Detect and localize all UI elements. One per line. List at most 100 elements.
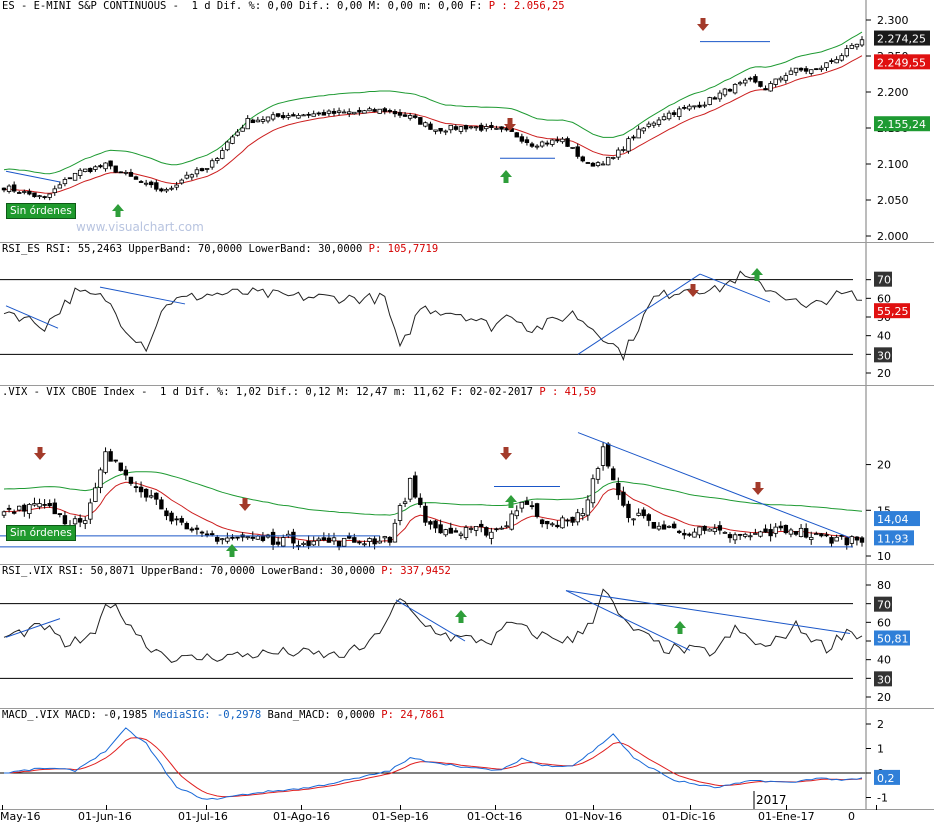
vix-candle-body: [194, 527, 200, 530]
rsi-es-trendline: [577, 273, 701, 355]
es-candle-body: [854, 43, 860, 48]
vix-candle-body: [52, 502, 57, 515]
vix-candle-body: [595, 468, 601, 480]
macd-last-badge-bg: [874, 769, 900, 785]
rsi-vix-upper-badge-bg: [874, 596, 892, 612]
vix-candle-body: [235, 536, 240, 539]
es-candle-body: [682, 107, 687, 109]
vix-candle-body: [164, 510, 169, 517]
vix-candle-body: [727, 534, 733, 539]
vix-candle-body: [783, 524, 789, 534]
vix-candle-body: [321, 537, 327, 541]
es-candle-body: [77, 169, 83, 176]
es-price-plot[interactable]: 2.3002.2502.2002.1502.1002.0502.0002.274…: [0, 0, 934, 242]
vix-candle-body: [829, 537, 834, 544]
vix-candle-body: [529, 505, 535, 508]
vix-price-pane[interactable]: 20 15 10 14,04 11,93 .VIX - VIX CBOE Index -…: [0, 386, 934, 565]
macd-pane[interactable]: 210-10,2 MACD_.VIX MACD: -0,1985 MediaSI…: [0, 709, 934, 810]
es-candle-body: [347, 111, 352, 115]
vix-candle-body: [154, 492, 159, 500]
rsi-vix-lower-badge: 30: [877, 673, 891, 686]
vix-candle-body: [291, 531, 296, 544]
vix-candle-body: [341, 537, 347, 547]
vix-candle-body: [499, 527, 504, 530]
vix-candle-body: [611, 468, 616, 481]
es-candle-body: [677, 108, 682, 117]
es-candle-body: [646, 123, 651, 127]
vix-last-badge: 11,93: [877, 532, 909, 545]
rsi-es-lower-badge: 30: [877, 349, 891, 362]
es-candle-body: [575, 146, 580, 157]
es-last-badge: 2.274,25: [877, 33, 926, 46]
es-candle-body: [220, 150, 225, 159]
watermark: www.visualchart.com: [76, 220, 204, 234]
es-candle-body: [651, 122, 657, 126]
vix-candle-body: [57, 513, 63, 515]
macd-plot[interactable]: 210-10,2: [0, 709, 934, 809]
vix-candle-body: [692, 531, 697, 538]
es-candle-body: [331, 110, 337, 114]
es-candle-body: [489, 125, 494, 128]
vix-candle-body: [661, 524, 667, 530]
vix-candle-body: [849, 536, 855, 544]
vix-candle-body: [844, 537, 849, 546]
vix-candle-body: [453, 530, 459, 533]
es-candle-body: [539, 141, 545, 147]
vix-candle-body: [402, 501, 408, 504]
es-candle-body: [763, 88, 768, 91]
rsi-vix-line: [3, 588, 863, 663]
es-ma-red-badge: 2.249,55: [877, 56, 926, 69]
es-candle-body: [849, 44, 855, 49]
vix-candle-body: [367, 538, 372, 542]
es-candle-body: [301, 114, 306, 117]
vix-candle-body: [641, 509, 646, 517]
x-axis-tick: [206, 805, 207, 810]
vix-candle-body: [524, 500, 530, 505]
es-candle-body: [428, 123, 433, 130]
es-ma-green-badge-bg: [874, 116, 930, 132]
vix-candle-body: [773, 526, 778, 534]
vix-candle-body: [17, 505, 22, 511]
macd-header-b: MediaSIG: -0,2978: [153, 709, 262, 721]
es-candle-body: [174, 184, 179, 188]
vix-candle-body: [514, 510, 519, 517]
vix-candle-body: [834, 536, 839, 542]
vix-candle-body: [712, 528, 717, 533]
vix-candle-body: [88, 502, 93, 520]
vix-down-arrow: [500, 447, 512, 460]
vix-candle-body: [108, 451, 113, 462]
es-candle-body: [590, 162, 596, 167]
rsi-vix-tick-label: 80: [877, 579, 891, 592]
x-axis-label: 01-Nov-16: [565, 810, 623, 823]
es-candle-body: [387, 110, 393, 112]
vix-candle-body: [311, 540, 316, 546]
rsi-es-header: RSI_ES RSI: 55,2463 UpperBand: 70,0000 L…: [2, 243, 438, 256]
es-candle-body: [702, 104, 707, 107]
x-axis-tick: [593, 805, 594, 810]
vix-candle-body: [372, 538, 377, 545]
vix-candle-body: [717, 525, 723, 531]
es-price-pane[interactable]: 2.3002.2502.2002.1502.1002.0502.0002.274…: [0, 0, 934, 243]
es-candle-body: [326, 110, 332, 114]
x-axis[interactable]: May-16 01-Jun-16 01-Jul-16 01-Ago-16 01-Sep-…: [0, 805, 934, 828]
es-tick-label: 2.200: [877, 86, 909, 99]
es-candle-body: [793, 67, 799, 73]
vix-candle-body: [397, 505, 403, 521]
no-orders-badge-vix[interactable]: Sin órdenes: [6, 525, 76, 541]
no-orders-badge-es[interactable]: Sin órdenes: [6, 203, 76, 219]
es-candle-body: [149, 181, 154, 186]
vix-candle-body: [839, 534, 844, 537]
vix-candle-body: [697, 526, 702, 536]
vix-candle-body: [133, 486, 139, 488]
es-candle-body: [484, 126, 489, 130]
vix-candle-body: [671, 523, 677, 529]
es-candle-body: [260, 119, 266, 122]
es-candle-body: [316, 112, 321, 115]
x-axis-label: 01-Sep-16: [372, 810, 429, 823]
vix-candle-body: [626, 503, 631, 519]
